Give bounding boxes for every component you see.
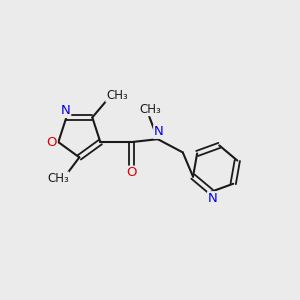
Text: O: O [126,166,136,179]
Text: N: N [208,192,218,205]
Text: N: N [154,125,164,138]
Text: CH₃: CH₃ [47,172,69,185]
Text: CH₃: CH₃ [106,89,128,102]
Text: O: O [46,136,57,148]
Text: CH₃: CH₃ [140,103,161,116]
Text: N: N [61,104,70,117]
